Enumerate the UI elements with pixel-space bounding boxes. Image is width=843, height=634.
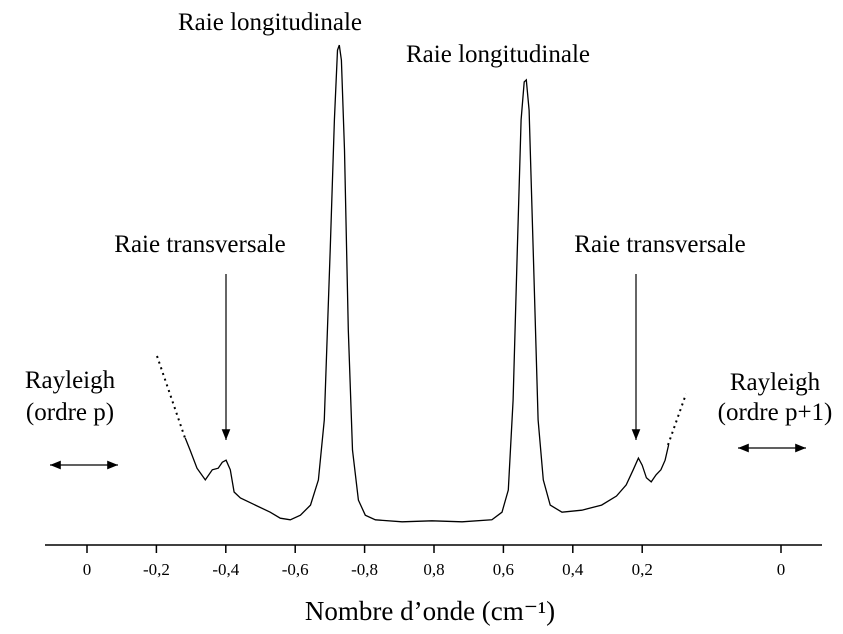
x-tick-label: 0,6 — [493, 560, 514, 579]
x-tick-label: 0,4 — [562, 560, 584, 579]
x-tick-label: -0,2 — [143, 560, 170, 579]
annotation: (ordre p) — [26, 399, 114, 426]
x-axis-label: Nombre d’onde (cm⁻¹) — [305, 596, 555, 626]
x-tick-label: 0 — [83, 560, 92, 579]
x-tick-label: -0,6 — [282, 560, 309, 579]
spectrum-line — [184, 44, 670, 523]
x-tick-label: -0,4 — [212, 560, 239, 579]
annotation: Rayleigh — [730, 369, 821, 396]
annotation: Raie longitudinale — [406, 41, 590, 68]
annotation: (ordre p+1) — [718, 399, 833, 426]
x-tick-label: 0,2 — [632, 560, 653, 579]
x-tick-label: -0,8 — [351, 560, 378, 579]
annotation: Raie transversale — [574, 231, 745, 258]
extrapolation — [667, 393, 687, 446]
annotation: Raie transversale — [114, 231, 285, 258]
annotation: Raie longitudinale — [178, 9, 362, 36]
x-tick-label: 0,8 — [423, 560, 444, 579]
x-tick-label: 0 — [777, 560, 786, 579]
annotation: Rayleigh — [25, 367, 116, 394]
extrapolation — [156, 355, 186, 439]
